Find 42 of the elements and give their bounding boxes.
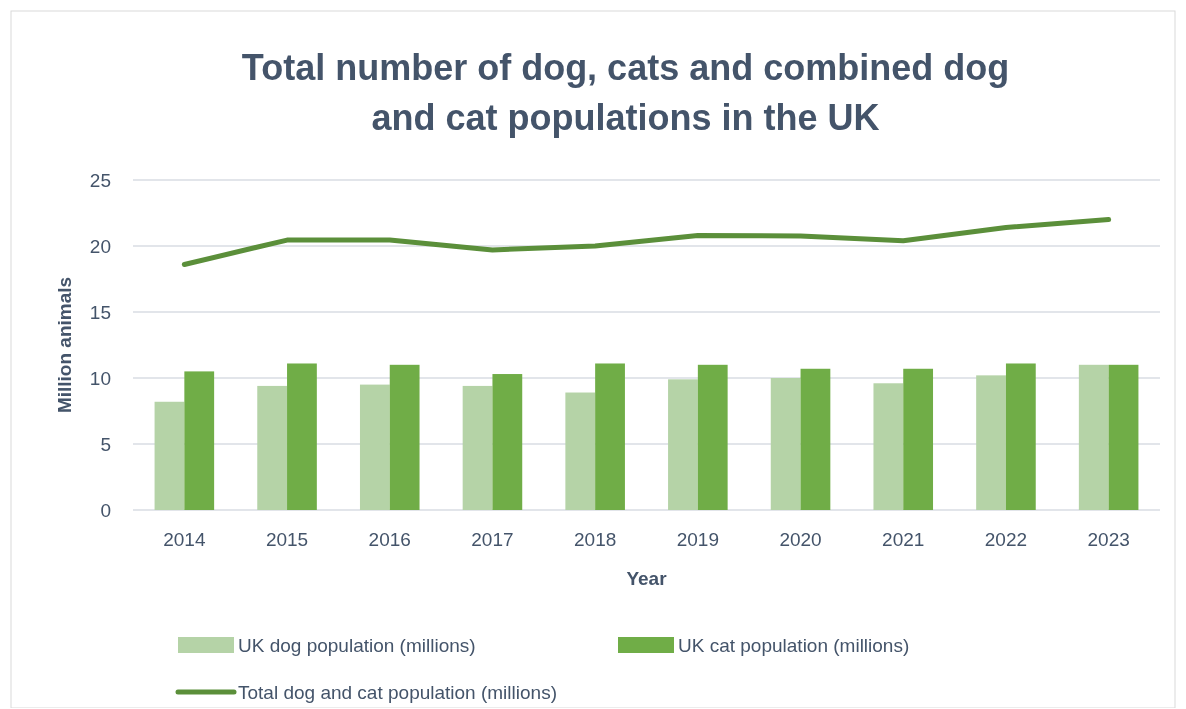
legend-label: UK dog population (millions): [238, 634, 476, 656]
bar: [389, 364, 420, 510]
bar: [359, 384, 390, 510]
bar: [287, 363, 317, 510]
bar: [976, 375, 1006, 510]
bar: [595, 363, 625, 510]
bar: [697, 364, 728, 510]
bar: [565, 392, 596, 510]
legend-label: UK cat population (millions): [678, 634, 910, 656]
x-tick-label: 2019: [676, 529, 719, 550]
x-tick-label: 2022: [984, 529, 1028, 550]
y-tick-label: 25: [89, 169, 111, 191]
x-axis-title: Year: [626, 568, 668, 589]
x-tick-label: 2021: [882, 529, 925, 550]
bar: [1108, 364, 1139, 510]
bar: [1005, 363, 1036, 510]
x-tick-label: 2015: [265, 529, 309, 550]
y-tick-label: 0: [100, 499, 111, 521]
x-tick-label: 2017: [471, 529, 514, 550]
bar: [184, 371, 215, 510]
x-tick-label: 2018: [574, 529, 617, 550]
y-tick-label: 20: [89, 235, 111, 257]
y-tick-label: 10: [89, 367, 111, 389]
x-tick-label: 2020: [779, 529, 822, 550]
chart-title: Total number of dog, cats and combined dog and cat populations in the UK: [241, 47, 1010, 138]
bar: [257, 385, 288, 510]
bar: [873, 383, 904, 510]
bar: [462, 385, 493, 510]
y-tick-label: 5: [100, 433, 111, 455]
legend-label: Total dog and cat population (millions): [238, 681, 557, 703]
x-tick-label: 2014: [163, 529, 206, 550]
bar: [1078, 364, 1109, 510]
bar: [770, 378, 801, 510]
bar: [903, 368, 934, 510]
bar: [492, 374, 523, 510]
x-tick-label: 2023: [1087, 529, 1130, 550]
y-tick-label: 15: [89, 301, 111, 323]
y-axis-title: Million animals: [54, 276, 75, 414]
bar: [154, 401, 185, 510]
x-tick-label: 2016: [368, 529, 411, 550]
bar: [668, 379, 698, 510]
bar: [800, 368, 831, 510]
